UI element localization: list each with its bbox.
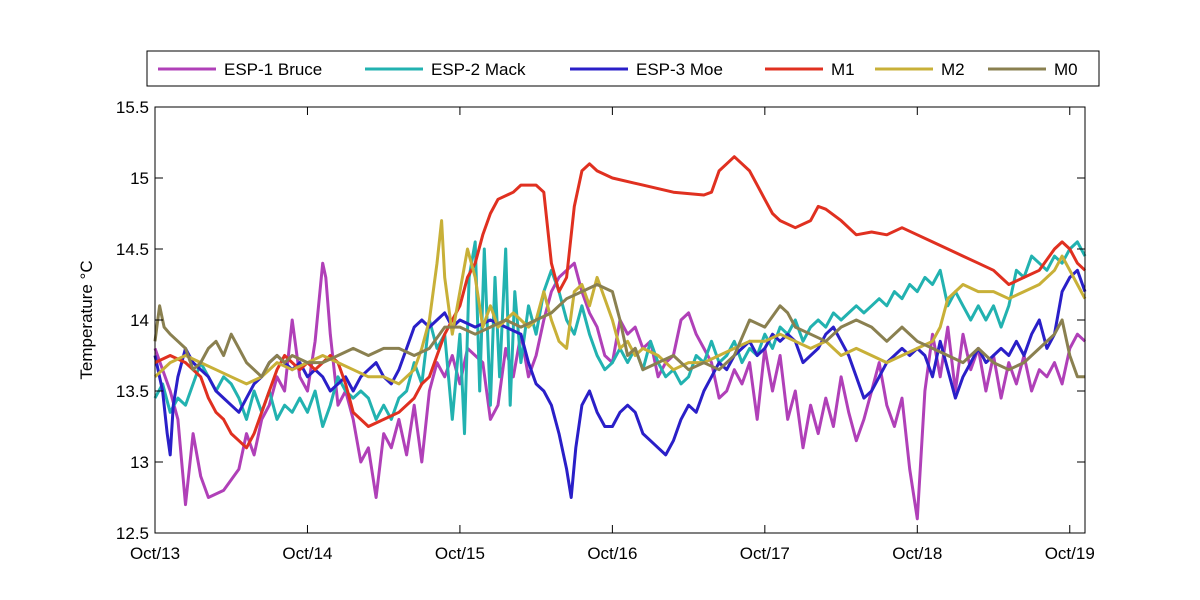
y-tick-label: 14.5 [116, 240, 149, 259]
legend-label-esp-2-mack: ESP-2 Mack [431, 60, 526, 79]
legend-label-esp-3-moe: ESP-3 Moe [636, 60, 723, 79]
series-layer [153, 155, 1087, 521]
legend-label-m0: M0 [1054, 60, 1078, 79]
y-tick-label: 15 [130, 169, 149, 188]
legend-label-m2: M2 [941, 60, 965, 79]
y-tick-label: 12.5 [116, 524, 149, 543]
y-axis: 12.5 13 13.5 14 14.5 15 15.5 [116, 98, 1085, 543]
x-tick-label: Oct/15 [435, 544, 485, 563]
legend: ESP-1 Bruce ESP-2 Mack ESP-3 Moe M1 M2 M0 [158, 60, 1078, 79]
y-tick-label: 14 [130, 311, 149, 330]
y-tick-label: 13.5 [116, 382, 149, 401]
x-axis: Oct/13 Oct/14 Oct/15 Oct/16 Oct/17 Oct/18 Oct/… [130, 107, 1095, 563]
series-line-esp-2-mack [153, 240, 1087, 436]
series-line-m1 [154, 155, 1087, 450]
legend-label-m1: M1 [831, 60, 855, 79]
series-line-m2 [153, 219, 1087, 386]
x-tick-label: Oct/18 [892, 544, 942, 563]
x-tick-label: Oct/19 [1045, 544, 1095, 563]
x-tick-label: Oct/16 [587, 544, 637, 563]
y-axis-label: Temperature °C [77, 260, 96, 379]
legend-label-esp-1-bruce: ESP-1 Bruce [224, 60, 322, 79]
series-line-esp-1-bruce [153, 261, 1087, 521]
series-line-m0 [153, 283, 1085, 379]
x-tick-label: Oct/14 [282, 544, 332, 563]
x-tick-label: Oct/13 [130, 544, 180, 563]
y-tick-label: 13 [130, 453, 149, 472]
x-tick-label: Oct/17 [740, 544, 790, 563]
y-tick-label: 15.5 [116, 98, 149, 117]
plot-area [153, 106, 1087, 534]
